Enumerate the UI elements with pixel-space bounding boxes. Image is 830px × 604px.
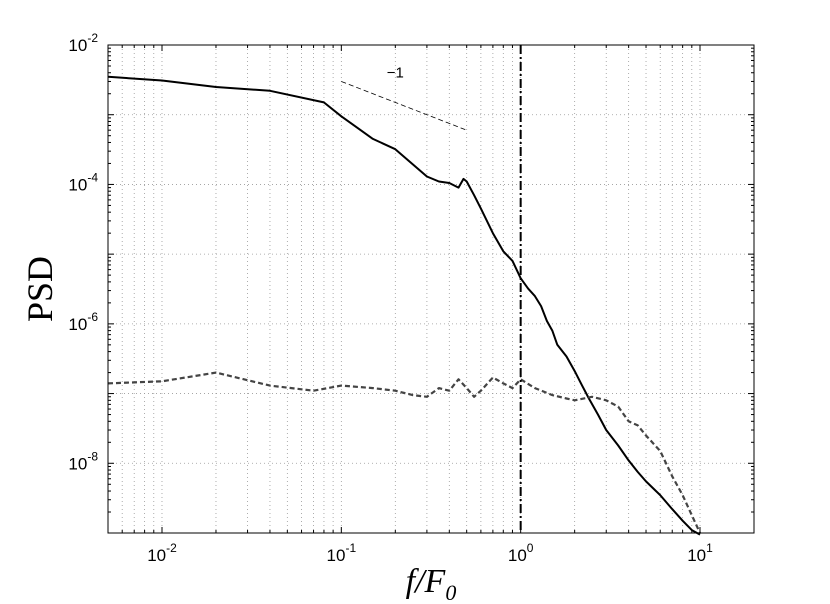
annotation-layer: −1 xyxy=(341,45,522,533)
x-tick-label: 101 xyxy=(687,541,713,565)
tick-labels: 10-2 10-1 100 101 10-2 10-4 10-6 10-8 xyxy=(68,31,713,565)
plot-frame xyxy=(107,44,755,534)
y-axis-label: PSD xyxy=(20,256,60,322)
x-tick-label: 100 xyxy=(508,541,534,565)
y-tick-label: 10-4 xyxy=(68,170,98,194)
plot-area: −1 xyxy=(107,44,755,536)
y-tick-label: 10-6 xyxy=(68,310,98,334)
tick-marks xyxy=(107,44,755,534)
x-tick-label: 10-2 xyxy=(147,541,177,565)
y-tick-label: 10-8 xyxy=(68,449,98,473)
x-tick-label: 10-1 xyxy=(327,541,357,565)
x-axis-label: f/F0 xyxy=(406,563,457,604)
slope-label: −1 xyxy=(387,65,404,82)
series-solid-line xyxy=(107,75,701,536)
series-layer xyxy=(107,75,701,536)
series-dashed-line xyxy=(107,371,701,534)
y-tick-label: 10-2 xyxy=(68,31,98,55)
slope-reference-line xyxy=(341,81,467,131)
